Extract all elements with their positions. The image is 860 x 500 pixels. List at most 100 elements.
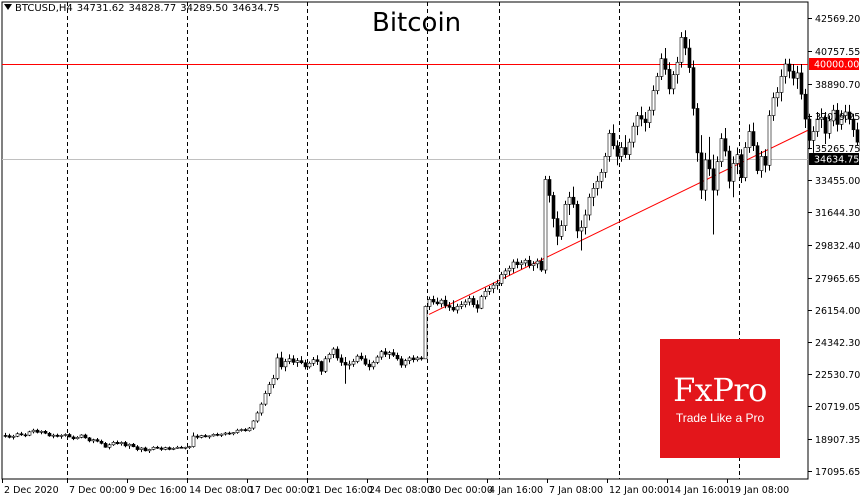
candle-bull — [531, 263, 536, 266]
candle-bull — [139, 447, 144, 450]
candle-bull — [91, 439, 96, 442]
candle-bear — [431, 299, 436, 303]
high-value: 34828.77 — [128, 3, 177, 14]
candle-bull — [355, 355, 360, 362]
candle-bull — [191, 435, 196, 447]
candle-bull — [283, 361, 288, 368]
x-tick-label: 4 Jan 16:00 — [489, 485, 543, 496]
candle-bear — [67, 434, 72, 438]
candle-bull — [559, 225, 564, 237]
candle-bear — [35, 429, 40, 433]
candle-bull — [111, 441, 116, 446]
candle-bear — [395, 354, 400, 360]
candle-bull — [767, 115, 772, 166]
candle-bull — [39, 430, 44, 433]
chart-title: Bitcoin — [372, 8, 462, 38]
candle-bull — [815, 118, 820, 132]
candle-bear — [339, 357, 344, 363]
low-value: 34289.50 — [180, 3, 228, 14]
resistance-level-badge — [809, 58, 859, 70]
candle-bull — [403, 360, 408, 366]
candle-bear — [739, 154, 744, 178]
candle-bull — [519, 262, 524, 266]
candle-bear — [691, 67, 696, 109]
candle-bull — [499, 274, 504, 284]
candle-bear — [723, 138, 728, 152]
candle-bear — [299, 360, 304, 364]
candle-bull — [843, 111, 848, 116]
candle-bear — [227, 432, 232, 435]
candle-bear — [7, 435, 12, 438]
candle-bull — [523, 259, 528, 264]
candle-bull — [187, 446, 192, 448]
candle-bull — [119, 442, 124, 445]
candle-bear — [471, 298, 476, 305]
candle-bull — [455, 306, 460, 311]
candle-bull — [151, 446, 156, 450]
candle-bear — [203, 435, 208, 438]
candle-bear — [143, 447, 148, 452]
candle-bull — [415, 357, 420, 361]
candle-bull — [831, 109, 836, 122]
candle-bear — [55, 434, 60, 437]
candle-bear — [367, 363, 372, 368]
candle-bull — [679, 37, 684, 63]
plot-frame — [1, 1, 809, 480]
candle-bull — [371, 362, 376, 368]
candle-bear — [751, 131, 756, 147]
logo-brand: FxPro — [673, 371, 767, 409]
candle-bull — [487, 288, 492, 292]
candle-bull — [495, 283, 500, 286]
symbol-header: BTCUSD,H4 34731.62 34828.77 34289.50 34634.7… — [4, 3, 280, 14]
candle-bull — [671, 74, 676, 90]
candle-bear — [83, 434, 88, 439]
candle-bull — [839, 115, 844, 125]
candle-bear — [451, 307, 456, 311]
candle-bear — [615, 145, 620, 157]
candle-bull — [331, 348, 336, 355]
candle-bull — [599, 172, 604, 182]
current-level-label: 34634.75 — [814, 155, 859, 166]
candle-bull — [375, 356, 380, 363]
candle-bull — [255, 412, 260, 422]
candle-bull — [631, 125, 636, 143]
candle-bear — [555, 218, 560, 237]
candle-bull — [779, 76, 784, 93]
candle-bear — [807, 118, 812, 141]
candle-bear — [155, 446, 160, 449]
candle-bear — [303, 362, 308, 368]
candle-bear — [667, 69, 672, 90]
candle-bear — [575, 204, 580, 232]
candle-bull — [607, 132, 612, 157]
candle-bull — [207, 435, 212, 438]
candle-bear — [683, 37, 688, 49]
candle-bull — [479, 296, 484, 309]
y-tick-label: 20719.05 — [815, 402, 860, 413]
candle-bear — [319, 361, 324, 372]
candle-bear — [727, 150, 732, 182]
candle-bull — [127, 443, 132, 447]
candle-bull — [407, 357, 412, 361]
candle-bull — [211, 434, 216, 437]
candle-bull — [351, 361, 356, 365]
candle-bull — [647, 109, 652, 123]
y-tick-label: 26154.00 — [815, 306, 860, 317]
candle-bull — [307, 362, 312, 368]
candle-bear — [167, 447, 172, 450]
candle-bear — [95, 439, 100, 442]
candle-bull — [427, 299, 432, 307]
x-tick-label: 9 Dec 16:00 — [129, 485, 187, 496]
dropdown-triangle-icon[interactable] — [4, 4, 12, 10]
candle-bear — [763, 156, 768, 166]
candle-bull — [107, 444, 112, 448]
candle-bull — [467, 298, 472, 303]
candle-bear — [131, 443, 136, 448]
candle-bull — [795, 72, 800, 79]
candle-bear — [3, 435, 8, 437]
candle-bear — [279, 357, 284, 368]
candle-bull — [735, 154, 740, 164]
y-tick-label: 17095.65 — [815, 467, 860, 478]
candle-bear — [383, 351, 388, 355]
